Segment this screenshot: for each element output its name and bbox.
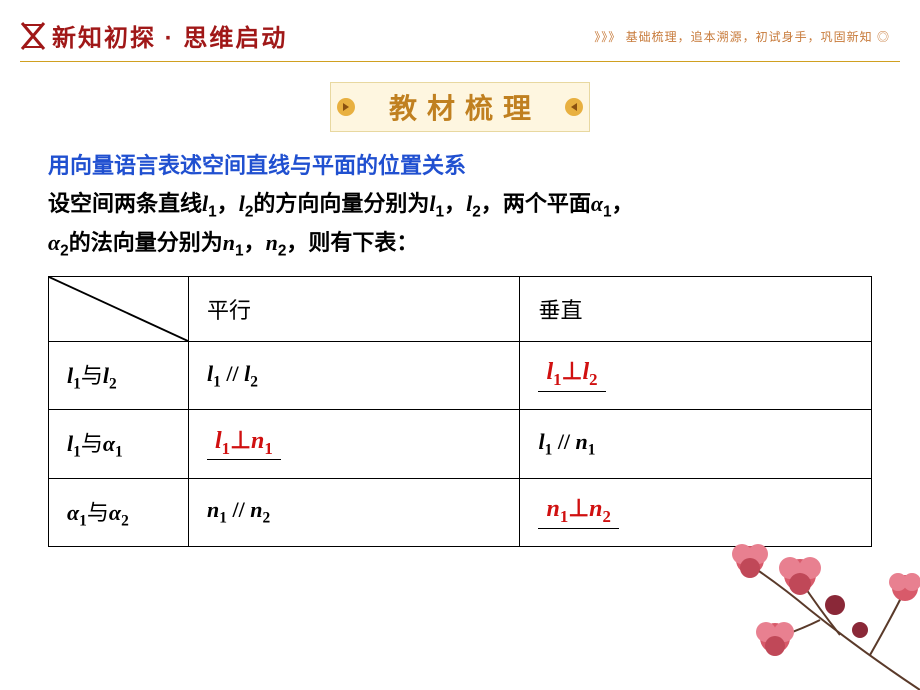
- cell-parallel: l1⊥n1: [189, 410, 520, 478]
- cell-perpendicular: l1⊥l2: [520, 342, 872, 410]
- banner-text: 教材梳理: [389, 93, 541, 124]
- row-label: l1与l2: [49, 342, 189, 410]
- relations-table: 平行 垂直 l1与l2l1 // l2l1⊥l2l1与α1l1⊥n1l1 // …: [0, 276, 920, 547]
- row-label: α1与α2: [49, 478, 189, 546]
- table-header-row: 平行 垂直: [49, 277, 872, 342]
- diagonal-header: [49, 277, 189, 342]
- cell-perpendicular: l1 // n1: [520, 410, 872, 478]
- header-subtitle: 》》》 基础梳理，追本溯源，初试身手，巩固新知 ◎: [594, 28, 890, 45]
- header-title: 新知初探 · 思维启动: [52, 18, 287, 53]
- header-divider: [20, 61, 900, 62]
- col-perpendicular: 垂直: [520, 277, 872, 342]
- table-row: l1与l2l1 // l2l1⊥l2: [49, 342, 872, 410]
- table-row: α1与α2n1 // n2n1⊥n2: [49, 478, 872, 546]
- logo-icon: [20, 21, 46, 51]
- section-banner: 教材梳理: [330, 82, 590, 132]
- cell-parallel: n1 // n2: [189, 478, 520, 546]
- cell-perpendicular: n1⊥n2: [520, 478, 872, 546]
- arrow-left-icon: [565, 98, 583, 116]
- table-row: l1与α1l1⊥n1l1 // n1: [49, 410, 872, 478]
- cell-parallel: l1 // l2: [189, 342, 520, 410]
- row-label: l1与α1: [49, 410, 189, 478]
- header: 新知初探 · 思维启动 》》》 基础梳理，追本溯源，初试身手，巩固新知 ◎: [0, 0, 920, 61]
- logo: 新知初探 · 思维启动: [20, 18, 287, 53]
- col-parallel: 平行: [189, 277, 520, 342]
- description: 设空间两条直线l1，l2的方向向量分别为l1，l2，两个平面α1，α2的法向量分…: [0, 186, 920, 264]
- topic-subtitle: 用向量语言表述空间直线与平面的位置关系: [0, 148, 920, 180]
- arrow-right-icon: [337, 98, 355, 116]
